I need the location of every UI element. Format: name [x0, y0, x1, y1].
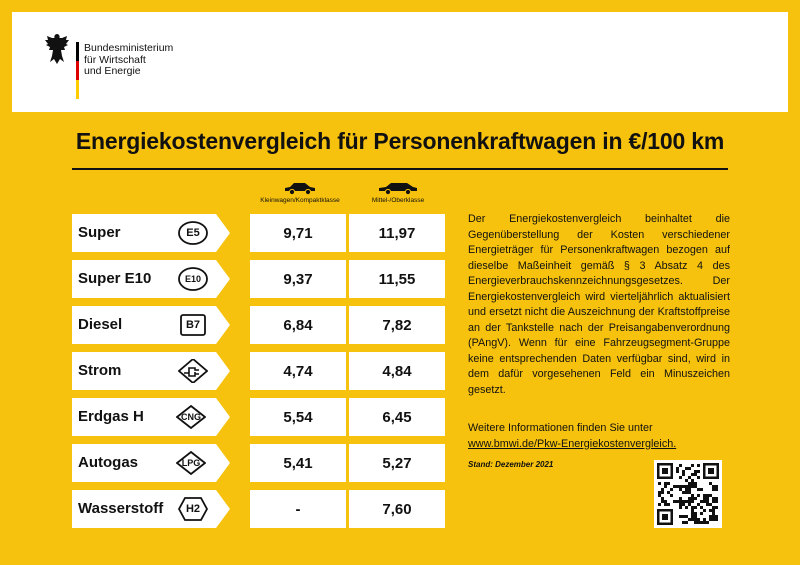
fuel-cell: Strom [72, 352, 232, 390]
table-row: Autogas LPG 5,41 5,27 [72, 444, 452, 482]
header-banner: Bundesministerium für Wirtschaft und Ene… [12, 12, 788, 112]
cost-small-car: 5,41 [250, 444, 346, 482]
cost-small-car: 4,74 [250, 352, 346, 390]
cost-small-car: 5,54 [250, 398, 346, 436]
fuel-cell: Wasserstoff H2 [72, 490, 232, 528]
cost-mid-car: 4,84 [349, 352, 445, 390]
ministry-line-3: und Energie [84, 65, 141, 77]
fuel-label: Wasserstoff [78, 500, 164, 517]
ministry-name: Bundesministerium für Wirtschaft und Ene… [84, 42, 174, 78]
column-label-mid: Mittel-/Oberklasse [371, 197, 425, 204]
fuel-badge-label: E5 [186, 227, 200, 239]
fuel-badge-square: B7 [178, 313, 208, 337]
fuel-label: Strom [78, 362, 122, 379]
table-row: Super E10 E10 9,37 11,55 [72, 260, 452, 298]
flag-black [76, 42, 79, 61]
cost-mid-car: 5,27 [349, 444, 445, 482]
more-info: Weitere Informationen finden Sie unter w… [468, 421, 738, 452]
column-header-mid: Mittel-/Oberklasse [348, 181, 448, 204]
description-text: Der Energiekostenvergleich beinhaltet di… [468, 213, 730, 396]
fuel-cell: Super E5 [72, 214, 232, 252]
fuel-badge-circle: E10 [178, 267, 208, 291]
ministry-line-1: Bundesministerium [84, 42, 174, 54]
fuel-label: Super E10 [78, 270, 152, 287]
fuel-badge-plug [178, 359, 208, 383]
fuel-cell: Diesel B7 [72, 306, 232, 344]
fuel-badge-label: E10 [184, 274, 201, 284]
fuel-label: Autogas [78, 454, 138, 471]
table-row: Strom 4,74 4,84 [72, 352, 452, 390]
cost-small-car: 9,71 [250, 214, 346, 252]
cost-mid-car: 11,97 [349, 214, 445, 252]
column-header-small: Kleinwagen/Kompaktklasse [250, 181, 350, 204]
ministry-line-2: für Wirtschaft [84, 53, 146, 66]
federal-eagle-icon [45, 34, 69, 64]
fuel-badge-diamond: CNG [176, 405, 206, 429]
fuel-badge-label [178, 359, 208, 383]
cost-mid-car: 7,82 [349, 306, 445, 344]
flag-gold [76, 80, 79, 99]
cost-mid-car: 11,55 [349, 260, 445, 298]
fuel-label: Diesel [78, 316, 123, 333]
fuel-badge-circle: E5 [178, 221, 208, 245]
fuel-badge-diamond: LPG [176, 451, 206, 475]
german-flag-stripe [76, 42, 79, 99]
cost-small-car: 9,37 [250, 260, 346, 298]
fuel-badge-label: CNG [181, 412, 201, 422]
fuel-badge-label: LPG [181, 458, 201, 468]
more-info-text: Weitere Informationen finden Sie unter [468, 422, 653, 434]
column-label-small: Kleinwagen/Kompaktklasse [260, 197, 340, 204]
title-underline [72, 168, 728, 170]
stand-date: Stand: Dezember 2021 [468, 460, 554, 469]
table-row: Super E5 9,71 11,97 [72, 214, 452, 252]
page-title: Energiekostenvergleich für Personenkraft… [75, 128, 725, 154]
more-info-link[interactable]: www.bmwi.de/Pkw-Energiekostenvergleich. [468, 437, 677, 450]
flag-red [76, 61, 79, 80]
table-row: Erdgas H CNG 5,54 6,45 [72, 398, 452, 436]
cost-mid-car: 6,45 [349, 398, 445, 436]
fuel-badge-label: B7 [185, 319, 201, 331]
cost-small-car: - [250, 490, 346, 528]
small-car-icon [285, 183, 315, 195]
cost-small-car: 6,84 [250, 306, 346, 344]
table-row: Diesel B7 6,84 7,82 [72, 306, 452, 344]
fuel-label: Super [78, 224, 121, 241]
fuel-cell: Super E10 E10 [72, 260, 232, 298]
qr-code-icon[interactable] [654, 460, 722, 528]
fuel-badge-hexagon: H2 [178, 497, 208, 521]
fuel-badge-label: H2 [185, 503, 201, 515]
fuel-cell: Erdgas H CNG [72, 398, 232, 436]
mid-car-icon [379, 183, 417, 195]
fuel-label: Erdgas H [78, 408, 144, 425]
table-row: Wasserstoff H2 -7,60 [72, 490, 452, 528]
cost-mid-car: 7,60 [349, 490, 445, 528]
fuel-cell: Autogas LPG [72, 444, 232, 482]
